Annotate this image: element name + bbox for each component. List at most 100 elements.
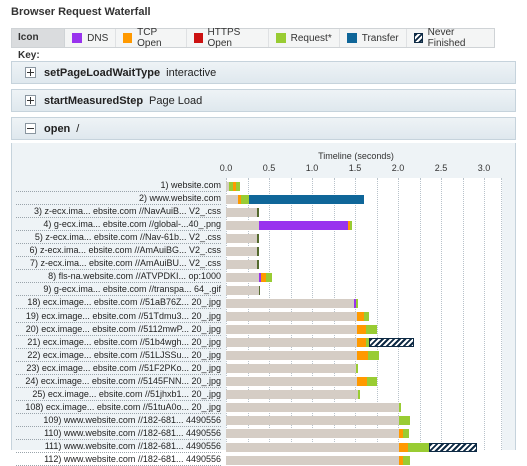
request-label[interactable]: 7) z-ecx.ima... ebsite.com //AmAuiBU... … — [16, 258, 221, 271]
waterfall-bar-tcp[interactable] — [356, 351, 368, 361]
request-label[interactable]: 25) ecx.image... ebsite.com //51jhxb1...… — [16, 389, 221, 401]
panel-command: startMeasuredStep — [44, 94, 144, 107]
waterfall-bar-wait[interactable] — [226, 455, 399, 465]
waterfall-bar-wait[interactable] — [226, 351, 357, 361]
waterfall-bar-dark[interactable] — [256, 207, 259, 217]
waterfall-bar-dark[interactable] — [256, 233, 259, 243]
waterfall-bar-request[interactable] — [408, 442, 429, 452]
request-label[interactable]: 110) www.website.com //182-681... 449055… — [16, 428, 221, 440]
request-label[interactable]: 19) ecx.image... ebsite.com //51Tdmu3...… — [16, 311, 221, 323]
waterfall-bar-dark[interactable] — [256, 259, 259, 269]
waterfall-bar-request[interactable] — [398, 416, 411, 426]
request-label[interactable]: 20) ecx.image... ebsite.com //5112mwP...… — [16, 324, 221, 336]
request-label[interactable]: 22) ecx.image... ebsite.com //51LJSSu...… — [16, 350, 221, 362]
waterfall-bar-dns[interactable] — [354, 298, 356, 308]
waterfall-bar-tcp[interactable] — [232, 181, 237, 191]
panel-startmeasuredstep[interactable]: startMeasuredStep Page Load — [11, 89, 516, 112]
gridline — [398, 178, 399, 450]
request-label[interactable]: 3) z-ecx.ima... ebsite.com //NavAuiB... … — [16, 206, 221, 219]
waterfall-bar-wait[interactable] — [226, 259, 257, 269]
waterfall-bar-tcp[interactable] — [356, 325, 367, 335]
waterfall-bar-wait[interactable] — [226, 364, 356, 374]
request-label[interactable]: 109) www.website.com //182-681... 449055… — [16, 415, 221, 427]
waterfall-bar-request[interactable] — [357, 390, 361, 400]
waterfall-bar-request[interactable] — [241, 194, 250, 204]
waterfall-bar-tcp[interactable] — [261, 272, 266, 282]
waterfall-bar-never[interactable] — [368, 338, 415, 348]
waterfall-bar-tcp[interactable] — [398, 429, 404, 439]
waterfall-bar-request[interactable] — [355, 364, 358, 374]
waterfall-bar-tcp[interactable] — [356, 312, 364, 321]
waterfall-bar-request[interactable] — [363, 312, 369, 321]
waterfall-bar-wait[interactable] — [226, 325, 357, 335]
waterfall-bar-wait[interactable] — [226, 442, 399, 452]
waterfall-bar-never[interactable] — [428, 442, 478, 452]
request-label[interactable]: 18) ecx.image... ebsite.com //51aB76Z...… — [16, 297, 221, 310]
panel-value: / — [76, 122, 80, 135]
waterfall-bar-dns[interactable] — [258, 272, 262, 282]
request-swatch-icon — [275, 33, 286, 43]
panel-value: interactive — [166, 66, 217, 79]
waterfall-bar-wait[interactable] — [226, 181, 229, 191]
waterfall-bar-transfer[interactable] — [249, 194, 365, 204]
waterfall-bar-request[interactable] — [228, 181, 233, 191]
waterfall-bar-wait[interactable] — [226, 220, 259, 230]
request-label[interactable]: 2) www.website.com — [16, 193, 221, 206]
waterfall-bar-request[interactable] — [403, 429, 410, 439]
key-dns: DNS — [65, 29, 117, 47]
panel-setpageloadwaittype[interactable]: setPageLoadWaitType interactive — [11, 61, 516, 84]
waterfall-bar-dark[interactable] — [256, 246, 259, 256]
expand-plus-icon[interactable] — [25, 67, 36, 78]
waterfall-bar-wait[interactable] — [226, 233, 257, 243]
request-label[interactable]: 4) g-ecx.ima... ebsite.com //global-...4… — [16, 219, 221, 232]
request-label[interactable]: 21) ecx.image... ebsite.com //51b4wgh...… — [16, 337, 221, 349]
waterfall-bar-tcp[interactable] — [348, 220, 350, 230]
waterfall-bar-wait[interactable] — [226, 390, 358, 400]
waterfall-bar-request[interactable] — [367, 351, 380, 361]
x-tick-label: 2.5 — [434, 163, 448, 173]
request-label[interactable]: 23) ecx.image... ebsite.com //51F2PKo...… — [16, 363, 221, 375]
icon-key: Icon Key: DNS TCP Open HTTPS Open Reques… — [11, 27, 495, 61]
collapse-minus-icon[interactable] — [25, 123, 36, 134]
request-label[interactable]: 6) z-ecx.ima... ebsite.com //AmAuiBG... … — [16, 245, 221, 258]
waterfall-bar-wait[interactable] — [226, 403, 399, 413]
waterfall-bar-request[interactable] — [403, 455, 411, 465]
request-label[interactable]: 108) ecx.image... ebsite.com //51tuA0o..… — [16, 402, 221, 414]
waterfall-bar-wait[interactable] — [226, 194, 239, 204]
waterfall-bar-request[interactable] — [398, 403, 402, 413]
request-label[interactable]: 24) ecx.image... ebsite.com //5145FNN...… — [16, 376, 221, 388]
request-label[interactable]: 111) www.website.com //182-681... 449055… — [16, 441, 221, 453]
waterfall-bar-wait[interactable] — [226, 298, 355, 308]
waterfall-bar-dns[interactable] — [258, 220, 349, 230]
expand-plus-icon[interactable] — [25, 95, 36, 106]
request-label[interactable]: 112) www.website.com //182-681... 449055… — [16, 454, 221, 466]
waterfall-bar-wait[interactable] — [226, 338, 357, 348]
waterfall-bar-tcp[interactable] — [356, 338, 367, 348]
waterfall-bar-wait[interactable] — [226, 416, 399, 426]
waterfall-bar-tcp[interactable] — [356, 377, 368, 387]
key-never-finished: Never Finished — [407, 27, 494, 49]
waterfall-bar-wait[interactable] — [226, 377, 357, 387]
waterfall-bar-wait[interactable] — [226, 312, 357, 321]
waterfall-bar-tcp[interactable] — [238, 194, 242, 204]
waterfall-bar-tcp[interactable] — [398, 442, 409, 452]
waterfall-bar-wait[interactable] — [226, 246, 257, 256]
waterfall-bar-request[interactable] — [349, 220, 353, 230]
waterfall-bar-wait[interactable] — [226, 272, 259, 282]
request-label[interactable]: 8) fls-na.website.com //ATVPDKI... op:10… — [16, 271, 221, 284]
waterfall-bar-request[interactable] — [355, 298, 359, 308]
waterfall-bar-request[interactable] — [236, 181, 240, 191]
waterfall-bar-wait[interactable] — [226, 207, 257, 217]
request-label[interactable]: 1) website.com — [16, 180, 221, 192]
waterfall-bar-request[interactable] — [367, 377, 378, 387]
request-label[interactable]: 9) g-ecx.ima... ebsite.com //transpa... … — [16, 284, 221, 297]
panel-open[interactable]: open / — [11, 117, 516, 140]
waterfall-bar-request[interactable] — [366, 325, 378, 335]
waterfall-bar-dark[interactable] — [258, 285, 261, 295]
request-label[interactable]: 5) z-ecx.ima... ebsite.com //Nav-61b... … — [16, 232, 221, 245]
gridline — [441, 178, 442, 450]
waterfall-bar-wait[interactable] — [226, 285, 259, 295]
waterfall-bar-request[interactable] — [265, 272, 273, 282]
waterfall-bar-wait[interactable] — [226, 429, 399, 439]
waterfall-bar-request[interactable] — [366, 338, 369, 348]
